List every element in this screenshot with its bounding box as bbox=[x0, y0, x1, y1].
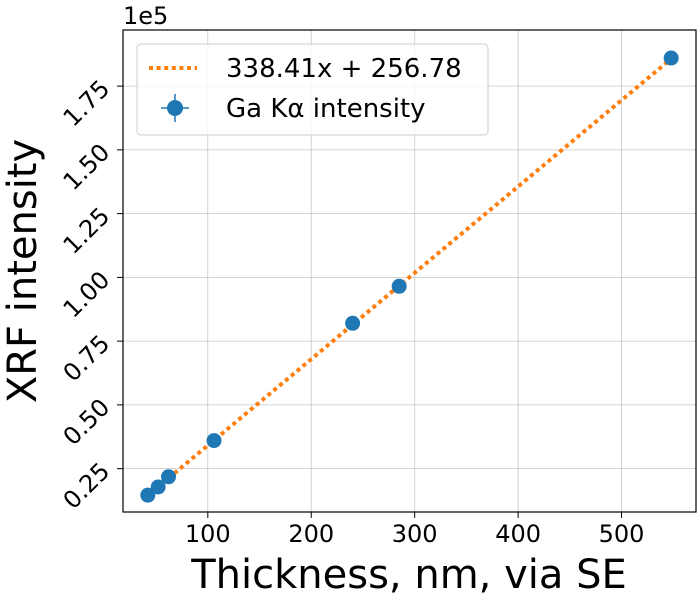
legend-label-data: Ga Kα intensity bbox=[226, 94, 426, 124]
axis-ticks bbox=[117, 85, 623, 518]
data-point bbox=[345, 315, 361, 331]
plot-frame bbox=[122, 29, 697, 513]
x-tick-label: 400 bbox=[495, 520, 541, 548]
data-point bbox=[663, 50, 679, 66]
x-tick-label: 300 bbox=[392, 520, 438, 548]
data-point bbox=[206, 433, 222, 449]
x-tick-label: 200 bbox=[288, 520, 334, 548]
fit-line bbox=[167, 57, 673, 480]
y-offset-text: 1e5 bbox=[123, 2, 168, 30]
x-tick-label: 100 bbox=[185, 520, 231, 548]
legend: 338.41x + 256.78 Ga Kα intensity bbox=[136, 43, 489, 136]
data-point bbox=[150, 479, 166, 495]
tick-labels: 100 200 300 400 5000.250.500.751.001.251.501… bbox=[58, 75, 645, 548]
x-axis-label: Thickness, nm, via SE bbox=[190, 552, 627, 598]
legend-marker bbox=[167, 100, 183, 116]
data-point bbox=[391, 278, 407, 294]
y-axis-label: XRF intensity bbox=[0, 139, 46, 403]
plot-series bbox=[140, 50, 679, 503]
data-point bbox=[140, 487, 156, 503]
legend-label-fit: 338.41x + 256.78 bbox=[226, 54, 462, 84]
legend-box bbox=[136, 43, 489, 136]
data-point bbox=[161, 469, 177, 485]
x-tick-label: 500 bbox=[599, 520, 645, 548]
